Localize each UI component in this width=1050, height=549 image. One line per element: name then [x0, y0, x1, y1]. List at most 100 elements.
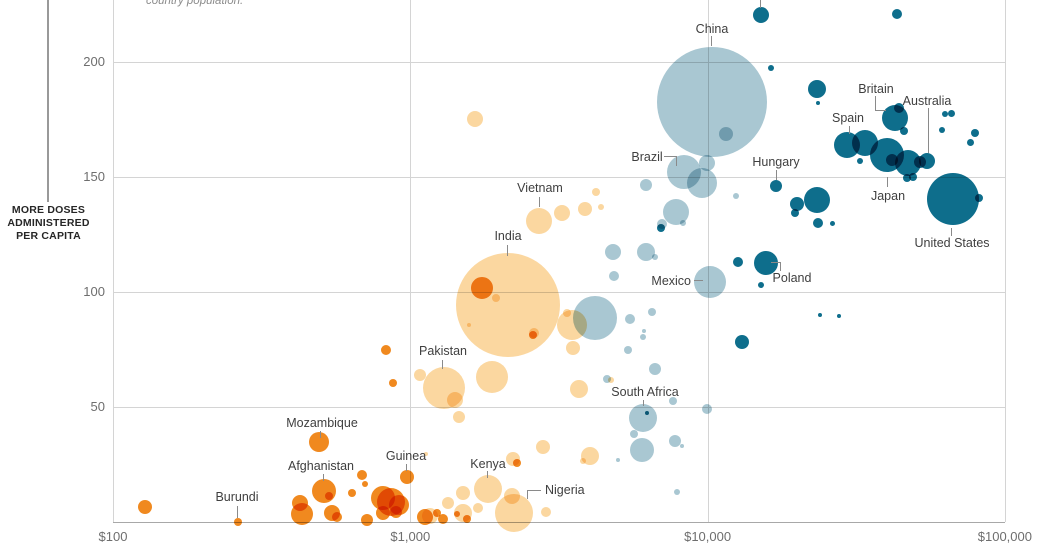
bubble — [592, 187, 601, 196]
x-tick-label--1-000: $1,000 — [390, 529, 431, 544]
bubble — [892, 8, 903, 19]
bubble — [536, 440, 551, 455]
bubble — [332, 511, 343, 522]
bubble — [894, 103, 905, 113]
bubble — [562, 307, 572, 318]
bubble — [639, 179, 652, 192]
gridline-y-150 — [113, 177, 1005, 178]
bubble — [502, 487, 521, 505]
bubble — [656, 224, 665, 233]
label-connector-spain — [849, 126, 850, 134]
bubble — [836, 313, 841, 318]
bubble-vietnam — [526, 207, 553, 234]
label-connector-pakistan — [442, 360, 443, 369]
bubble — [541, 507, 552, 518]
bubble — [361, 481, 368, 488]
bubble — [942, 110, 949, 117]
bubble — [490, 292, 501, 303]
bubble — [604, 243, 621, 260]
label-connector-kenya — [487, 471, 488, 478]
country-label-pakistan: Pakistan — [419, 344, 467, 358]
gridline-x--100-000 — [1004, 0, 1006, 522]
bubble — [462, 515, 471, 523]
bubble — [473, 502, 484, 513]
label-connector — [760, 0, 761, 8]
country-label-china: China — [695, 22, 729, 36]
bubble — [432, 508, 443, 519]
country-label-mexico: Mexico — [651, 274, 691, 288]
bubble-burundi — [234, 518, 243, 526]
label-connector-india — [507, 245, 508, 256]
bubble-guinea — [400, 469, 415, 484]
bubble — [566, 340, 580, 355]
y-tick-label-200: 200 — [83, 54, 105, 69]
bubble — [445, 391, 464, 410]
bubble — [554, 205, 571, 222]
bubble — [389, 379, 398, 388]
gridline-y-100 — [113, 292, 1005, 293]
bubble — [441, 496, 454, 509]
bubble — [678, 219, 687, 227]
bubble — [570, 380, 589, 399]
bubble — [357, 470, 367, 481]
country-label-afghanistan: Afghanistan — [287, 459, 355, 473]
bubble — [636, 242, 655, 261]
chart-note-fragment: country population. — [146, 0, 244, 7]
bubble-kenya — [473, 475, 502, 504]
gridline-y-50 — [113, 407, 1005, 408]
bubble — [580, 458, 587, 465]
bubble — [465, 321, 472, 328]
bubble — [466, 111, 483, 128]
bubble — [913, 155, 928, 170]
label-connector-burundi — [237, 506, 238, 518]
y-axis-title-line1: MORE DOSES — [11, 204, 86, 216]
bubble — [939, 127, 946, 134]
label-connector-vietnam — [539, 197, 540, 207]
bubble — [644, 409, 651, 416]
bubble — [380, 344, 391, 355]
y-axis-title: MORE DOSES ADMINISTERED PER CAPITA — [0, 204, 97, 243]
bubble — [647, 308, 656, 316]
bubble-south-africa — [628, 404, 657, 433]
bubble — [679, 444, 684, 449]
gridline-x--10-000 — [707, 0, 709, 522]
bubble — [900, 127, 909, 135]
bubble — [734, 334, 749, 349]
bubble — [702, 404, 712, 415]
country-label-hungary: Hungary — [752, 155, 800, 169]
bubble — [857, 157, 864, 164]
bubble — [470, 276, 495, 301]
bubble — [816, 100, 821, 105]
bubble — [423, 451, 428, 456]
bubble — [884, 152, 899, 167]
y-axis-title-line3: PER CAPITA — [16, 230, 81, 242]
bubble — [790, 196, 805, 211]
label-connector-south-africa — [643, 400, 644, 406]
label-connector-china — [711, 36, 712, 46]
label-connector-britain — [875, 110, 886, 111]
x-tick-label--100-000: $100,000 — [977, 529, 1032, 544]
bubble — [791, 209, 799, 218]
bubble-brazil — [687, 167, 717, 198]
country-label-mozambique: Mozambique — [286, 416, 358, 430]
country-label-south-africa: South Africa — [611, 385, 679, 399]
bubble — [807, 79, 826, 98]
bubble — [971, 129, 980, 138]
y-tick-label-100: 100 — [83, 284, 105, 299]
country-label-nigeria: Nigeria — [545, 483, 585, 497]
country-label-brazil: Brazil — [631, 150, 663, 164]
bubble — [413, 369, 426, 382]
bubble — [758, 282, 765, 289]
bubble-india — [455, 253, 560, 358]
bubble — [668, 397, 677, 406]
bubble — [648, 363, 661, 376]
bubble — [609, 270, 619, 281]
bubble — [608, 377, 615, 384]
bubble — [388, 505, 403, 520]
bubble — [947, 110, 955, 118]
bubble — [966, 139, 974, 147]
gridline-y-200 — [113, 62, 1005, 63]
country-label-kenya: Kenya — [470, 457, 506, 471]
gridline-x--100 — [113, 0, 114, 522]
bubble — [767, 64, 774, 71]
